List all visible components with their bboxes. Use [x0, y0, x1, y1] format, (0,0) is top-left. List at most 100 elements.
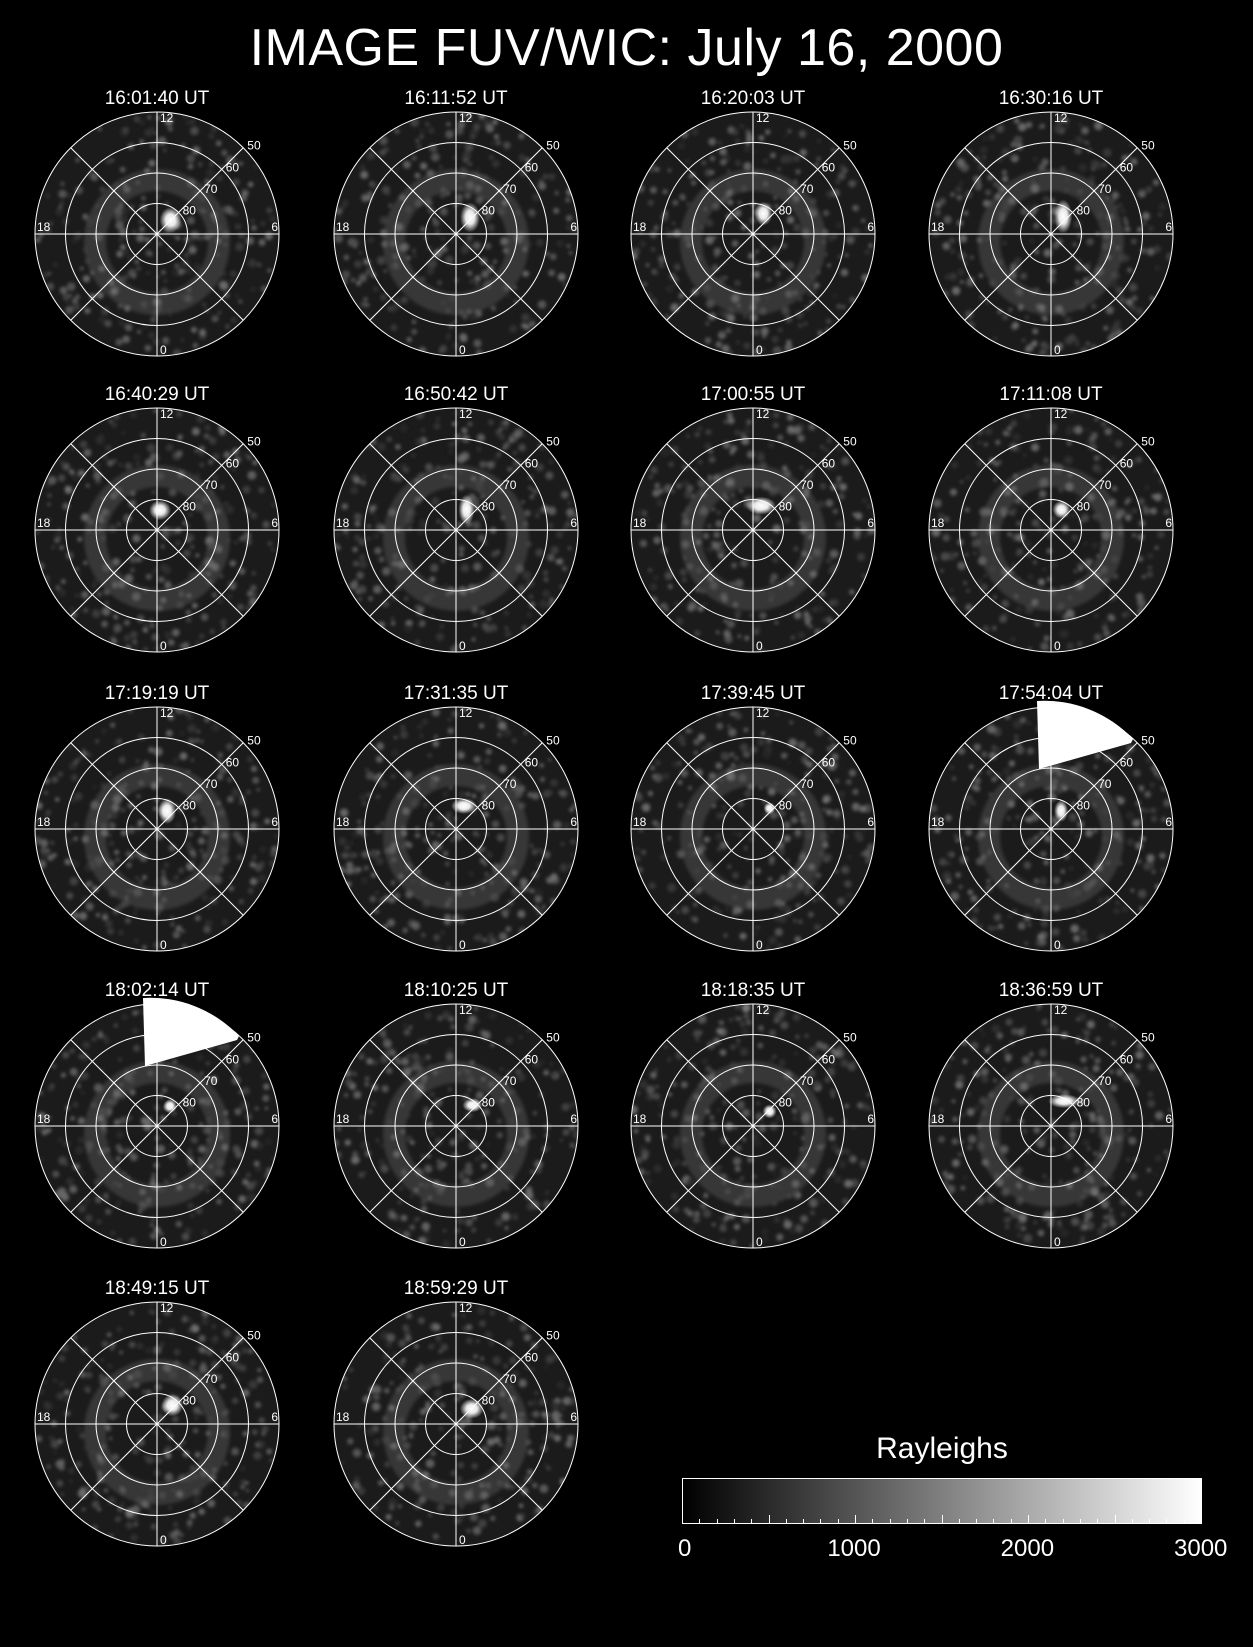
panel-timestamp: 17:00:55 UT: [700, 384, 806, 405]
latitude-label: 70: [800, 478, 814, 492]
hour-label: 18: [336, 220, 350, 234]
colorbar-tick: [1149, 1519, 1151, 1524]
colorbar-tick: [803, 1519, 805, 1524]
latitude-label: 50: [247, 435, 261, 449]
hour-label: 6: [1165, 516, 1172, 530]
latitude-label: 50: [247, 139, 261, 153]
hour-label: 6: [867, 516, 874, 530]
latitude-label: 60: [822, 1052, 836, 1066]
latitude-label: 60: [226, 1052, 240, 1066]
auroral-image-panel: 16:20:03 UT 12 6 0 18 50 60 70 80: [630, 88, 941, 400]
latitude-label: 70: [204, 1372, 218, 1386]
panel-timestamp: 16:20:03 UT: [700, 88, 806, 109]
hour-label: 18: [931, 220, 945, 234]
hour-label: 12: [160, 111, 174, 125]
panel-timestamp: 16:50:42 UT: [403, 384, 509, 405]
polar-grid: [333, 1003, 579, 1249]
colorbar-tick-label: 1000: [827, 1535, 881, 1562]
hour-label: 12: [160, 1301, 174, 1315]
latitude-label: 60: [226, 160, 240, 174]
colorbar-tick: [906, 1519, 908, 1524]
latitude-label: 60: [525, 160, 539, 174]
colorbar-tick: [1097, 1519, 1099, 1524]
panel-timestamp: 17:31:35 UT: [403, 683, 509, 704]
latitude-label: 60: [1120, 755, 1134, 769]
latitude-label: 70: [204, 1074, 218, 1088]
hour-label: 0: [756, 343, 763, 357]
panel-timestamp: 16:01:40 UT: [104, 88, 210, 109]
polar-grid: [928, 111, 1174, 357]
latitude-label: 70: [800, 182, 814, 196]
latitude-label: 60: [1120, 1052, 1134, 1066]
hour-label: 12: [756, 111, 770, 125]
latitude-label: 60: [1120, 456, 1134, 470]
latitude-label: 80: [482, 499, 496, 513]
latitude-label: 60: [822, 160, 836, 174]
latitude-label: 80: [1077, 798, 1091, 812]
hour-label: 18: [633, 1112, 647, 1126]
latitude-label: 50: [843, 734, 857, 748]
latitude-label: 80: [482, 1095, 496, 1109]
latitude-label: 50: [1141, 435, 1155, 449]
polar-grid: [928, 1003, 1174, 1249]
hour-label: 0: [459, 1235, 466, 1249]
hour-label: 18: [37, 220, 51, 234]
colorbar-tick: [1183, 1519, 1185, 1524]
hour-label: 0: [160, 343, 167, 357]
colorbar-tick: [889, 1519, 891, 1524]
hour-label: 18: [336, 815, 350, 829]
latitude-label: 60: [525, 1350, 539, 1364]
latitude-label: 80: [183, 203, 197, 217]
latitude-label: 70: [204, 478, 218, 492]
panel-timestamp: 18:02:14 UT: [104, 980, 210, 1001]
latitude-label: 60: [822, 456, 836, 470]
polar-aurora-spot: [158, 798, 177, 824]
auroral-image-panel: 17:39:45 UT 12 6 0 18 50 60 70 80: [630, 683, 941, 995]
auroral-image-panel: 16:50:42 UT 12 6 0 18 50 60 70 80: [333, 384, 644, 696]
hour-label: 18: [37, 516, 51, 530]
hour-label: 12: [459, 1003, 473, 1017]
panel-timestamp: 17:11:08 UT: [999, 384, 1103, 405]
latitude-label: 50: [247, 1031, 261, 1045]
panel-timestamp: 17:39:45 UT: [700, 683, 806, 704]
colorbar-tick: [1201, 1515, 1202, 1524]
hour-label: 18: [37, 815, 51, 829]
colorbar-tick: [1028, 1515, 1029, 1524]
latitude-label: 50: [843, 435, 857, 449]
colorbar-title: Rayleighs: [876, 1432, 1008, 1465]
latitude-label: 80: [1077, 1095, 1091, 1109]
colorbar-tick-label: 0: [678, 1535, 692, 1562]
polar-aurora-spot: [458, 494, 475, 525]
colorbar-tick: [820, 1519, 822, 1524]
hour-label: 12: [1054, 1003, 1068, 1017]
latitude-label: 80: [183, 1393, 197, 1407]
latitude-label: 50: [546, 1329, 560, 1343]
hour-label: 18: [633, 516, 647, 530]
panel-timestamp: 16:30:16 UT: [998, 88, 1104, 109]
hour-label: 12: [459, 407, 473, 421]
hour-label: 12: [160, 1003, 174, 1017]
latitude-label: 50: [1141, 1031, 1155, 1045]
polar-aurora-spot: [161, 1394, 184, 1417]
hour-label: 12: [160, 407, 174, 421]
colorbar-tick: [682, 1515, 683, 1524]
hour-label: 0: [459, 1533, 466, 1547]
hour-label: 6: [1165, 220, 1172, 234]
polar-aurora-spot: [462, 1098, 483, 1113]
polar-aurora-spot: [149, 500, 171, 521]
latitude-label: 80: [482, 798, 496, 812]
auroral-image-panel: 17:00:55 UT 12 6 0 18 50 60 70 80: [630, 384, 941, 696]
colorbar-tick: [976, 1519, 978, 1524]
hour-label: 6: [570, 1112, 577, 1126]
hour-label: 0: [1054, 343, 1061, 357]
saturated-dayside-region: [143, 997, 239, 1066]
hour-label: 6: [867, 1112, 874, 1126]
saturated-dayside-region: [1037, 700, 1133, 769]
